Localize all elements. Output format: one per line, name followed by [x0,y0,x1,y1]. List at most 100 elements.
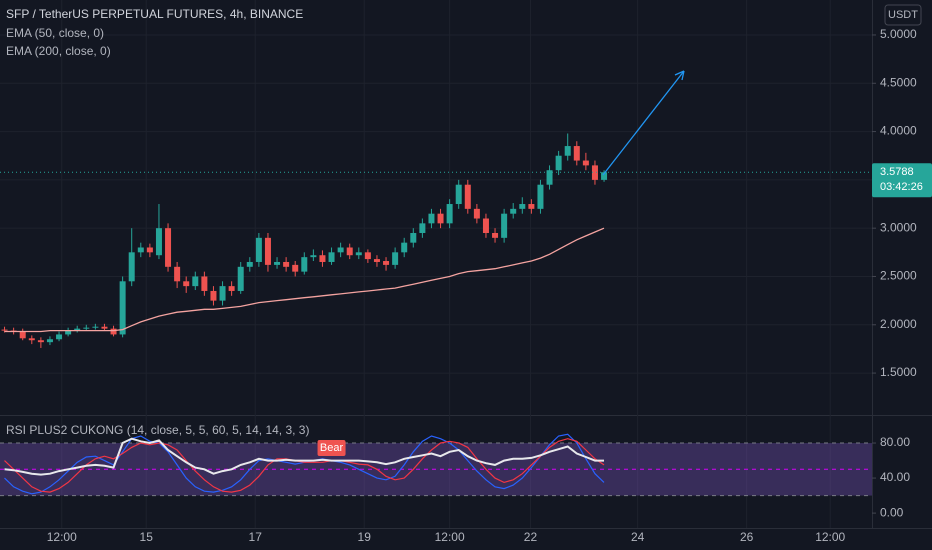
candle-body [564,146,571,156]
candle-body [137,247,144,253]
candle-body [246,261,253,267]
candle-body [328,252,335,262]
candle-body [237,266,244,291]
candle-body [255,237,262,262]
candle-body [264,237,271,265]
candle-body [155,228,162,256]
currency-box[interactable] [884,4,922,26]
candle-body [128,252,135,282]
candle-body [210,290,217,301]
candle-body [373,259,380,262]
last-price-label: 3.5788 [880,166,914,178]
legend-entry: EMA (50, close, 0) [6,26,104,40]
last-price-box [872,163,932,198]
candle-body [501,213,508,238]
x-tick-label: 12:00 [47,530,77,544]
candle-body [482,218,489,234]
candle-body [192,276,199,287]
y-tick-label: 3.0000 [880,220,917,234]
candle-body [401,242,408,253]
plot-layer: Bear [0,0,876,528]
oscillator-line [4,438,605,493]
x-tick-label: 19 [358,530,372,544]
x-tick-label: 22 [524,530,538,544]
candle-body [346,247,353,256]
x-tick-label: 15 [140,530,154,544]
countdown: 03:42:26 [880,181,923,193]
candle-body [582,160,589,166]
candle-body [392,252,399,265]
candle-body [74,328,81,331]
currency[interactable]: USDT [888,9,918,21]
candle-body [283,261,290,267]
candle-body [537,184,544,209]
x-tick-label: 12:00 [435,530,465,544]
candle-body [110,328,117,335]
y-tick-label: 2.0000 [880,317,917,331]
arrow-head [674,70,685,81]
candle-body [201,276,208,291]
candle-body [46,339,53,343]
candle-body [446,204,453,224]
candle-body [364,252,371,260]
y-tick-label: 5.0000 [880,27,917,41]
candle-body [56,334,63,340]
candle-body [455,184,462,205]
x-tick-label: 17 [249,530,263,544]
candle-body [174,266,181,282]
signal-label: Bear [320,442,344,454]
candle-body [83,327,90,329]
candle-body [337,247,344,253]
candle-body [510,208,517,214]
candle-body [219,286,226,301]
trend-arrow [602,70,685,176]
y-tick-label: 80.00 [880,435,910,449]
x-tick-label: 26 [740,530,754,544]
candle-body [319,255,326,262]
x-tick-label: 12:00 [815,530,845,544]
y-tick-label: 4.0000 [880,124,917,138]
candle-body [228,286,235,291]
candle-body [546,170,553,185]
candle-body [591,165,598,180]
candle-body [301,257,308,272]
candle-body [1,329,8,331]
candle-body [119,281,126,335]
candle-body [183,281,190,287]
candle-body [437,213,444,224]
x-tick-label: 24 [631,530,645,544]
candle-body [473,208,480,219]
legend-entry: EMA (200, close, 0) [6,44,111,58]
candle-body [146,247,153,253]
indicator-title: RSI PLUS2 CUKONG (14, close, 5, 5, 60, 5… [6,423,309,437]
candle-body [37,340,44,343]
candle-body [573,146,580,161]
candle-body [555,155,562,171]
candle-body [419,223,426,234]
candle-body [410,233,417,243]
candle-body [165,228,172,267]
chart-title: SFP / TetherUS PERPETUAL FUTURES, 4h, BI… [6,7,303,21]
candle-body [28,338,35,341]
candle-body [428,213,435,224]
ema-line [4,227,605,333]
candle-body [101,326,108,329]
y-tick-label: 1.5000 [880,365,917,379]
candle-body [528,204,535,209]
candle-body [355,252,362,256]
candle-body [292,264,299,272]
candle-body [92,326,99,328]
candle-body [492,233,499,238]
candle-body [310,255,317,258]
candle-body [274,261,281,265]
y-tick-label: 40.00 [880,470,910,484]
candle-body [601,172,608,180]
oscillator-line [4,437,604,476]
candle-body [65,330,72,335]
y-tick-label: 2.5000 [880,269,917,283]
y-tick-label: 0.00 [880,505,904,519]
candle-body [519,204,526,209]
candle-body [383,261,390,265]
candle-body [19,331,26,339]
